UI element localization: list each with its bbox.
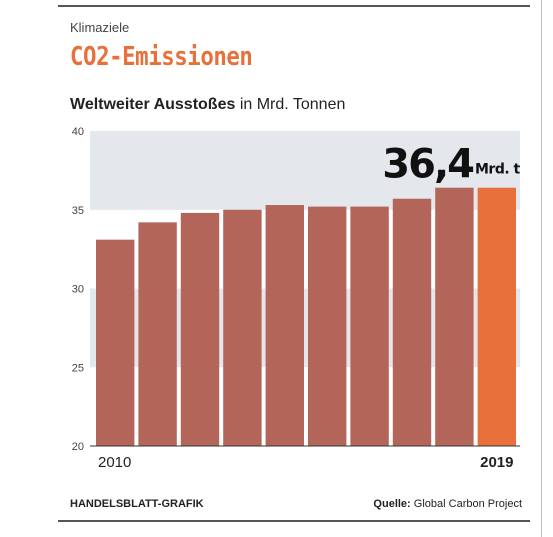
bar <box>350 206 389 446</box>
source-label: Quelle: <box>373 498 411 510</box>
x-tick-label-last: 2019 <box>480 454 513 471</box>
bar-highlight <box>477 187 516 446</box>
source-name: Global Carbon Project <box>410 498 522 510</box>
y-tick-label: 30 <box>72 284 84 296</box>
bar <box>96 239 135 446</box>
bottom-rule <box>58 520 530 522</box>
page-title: CO2-Emissionen <box>70 42 253 72</box>
bar <box>265 205 304 446</box>
y-tick-label: 40 <box>72 126 84 138</box>
right-border <box>541 0 542 537</box>
subtitle-rest: in Mrd. Tonnen <box>235 96 346 113</box>
y-tick-label: 20 <box>72 441 84 453</box>
y-tick-label: 25 <box>72 362 84 374</box>
footer-credit: HANDELSBLATT-GRAFIK <box>70 498 204 510</box>
bar <box>138 222 177 446</box>
kicker: Klimaziele <box>70 20 130 35</box>
chart-subtitle: Weltweiter Ausstoßes in Mrd. Tonnen <box>70 96 345 114</box>
y-tick-label: 35 <box>72 205 84 217</box>
bar <box>392 198 432 446</box>
bar <box>180 212 220 446</box>
subtitle-bold: Weltweiter Ausstoßes <box>70 96 236 113</box>
bar <box>223 209 262 446</box>
top-rule <box>58 5 530 7</box>
callout-value: 36,4 <box>382 142 473 188</box>
bar <box>308 206 347 446</box>
footer-source: Quelle: Global Carbon Project <box>373 498 522 510</box>
x-tick-label-first: 2010 <box>98 454 131 471</box>
bar <box>435 187 474 446</box>
callout-unit: Mrd. t <box>475 162 521 178</box>
